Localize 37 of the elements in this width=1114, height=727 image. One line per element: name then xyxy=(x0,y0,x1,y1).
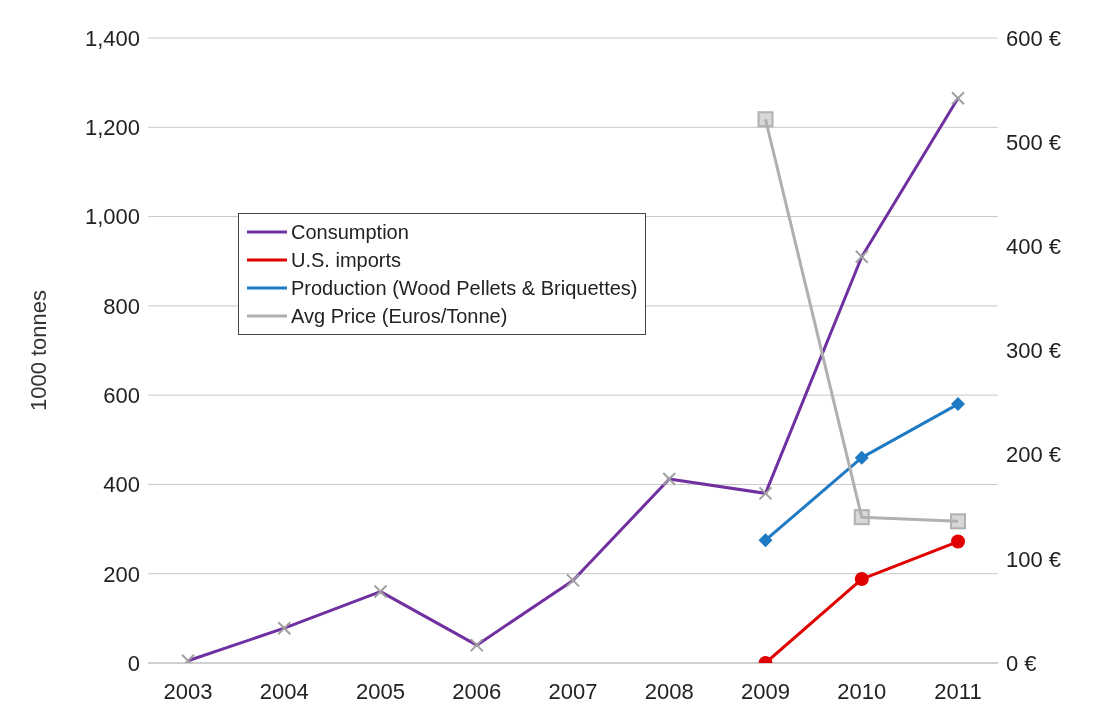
x-tick-label: 2007 xyxy=(548,678,598,704)
y-tick-label: 1,400 xyxy=(84,25,140,51)
y-tick-label: 400 xyxy=(103,472,140,498)
legend-label: U.S. imports xyxy=(291,248,402,273)
x-tick-label: 2006 xyxy=(452,678,502,704)
x-tick-label: 2011 xyxy=(934,678,982,704)
point xyxy=(951,397,965,412)
point xyxy=(757,111,774,128)
legend-label: Consumption xyxy=(291,220,409,245)
point xyxy=(950,513,966,530)
y-axis-title: 1000 tonnes xyxy=(25,289,51,412)
point xyxy=(854,572,869,587)
point xyxy=(854,450,869,465)
y2-tick-label: 0 € xyxy=(1006,650,1037,676)
y2-tick-label: 100 € xyxy=(1006,546,1062,572)
y2-tick-label: 200 € xyxy=(1006,442,1062,468)
y2-tick-label: 400 € xyxy=(1006,234,1062,260)
x-tick-label: 2005 xyxy=(356,678,405,704)
y-tick-label: 200 xyxy=(103,561,140,587)
x-tick-label: 2004 xyxy=(259,678,309,704)
y-tick-label: 1,200 xyxy=(84,115,140,141)
x-tick-label: 2003 xyxy=(163,678,213,704)
y-tick-label: 0 xyxy=(127,650,140,676)
legend-label: Avg Price (Euros/Tonne) xyxy=(291,304,508,329)
y-tick-label: 600 xyxy=(103,382,140,408)
x-tick-label: 2008 xyxy=(644,678,694,704)
x-tick-label: 2010 xyxy=(837,678,887,704)
y2-tick-label: 600 € xyxy=(1006,25,1062,51)
point xyxy=(853,509,870,526)
point xyxy=(758,533,773,548)
x-tick-label: 2009 xyxy=(741,678,790,704)
point xyxy=(951,534,965,549)
y-tick-label: 800 xyxy=(103,293,140,319)
y-tick-label: 1,000 xyxy=(84,204,140,230)
y2-tick-label: 300 € xyxy=(1006,338,1062,364)
legend-label: Production (Wood Pellets & Briquettes) xyxy=(291,276,638,301)
y2-tick-label: 500 € xyxy=(1006,129,1062,155)
